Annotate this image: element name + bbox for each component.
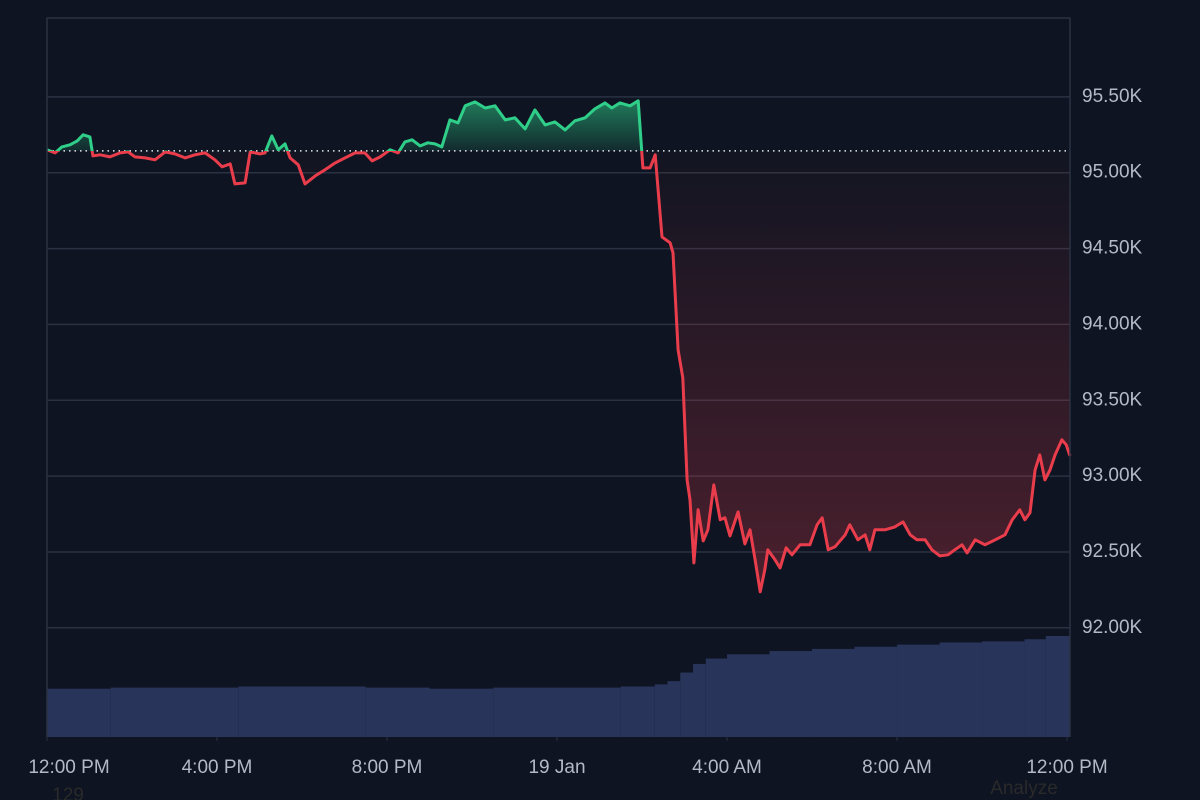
volume-bar [1045, 636, 1070, 737]
volume-bar [693, 663, 706, 737]
volume-bar [47, 688, 111, 737]
y-tick-label: 94.00K [1082, 313, 1143, 334]
y-tick-label: 93.00K [1082, 465, 1143, 486]
volume-bar [705, 658, 728, 737]
volume-bar [1024, 639, 1046, 737]
x-tick-label: 19 Jan [528, 757, 585, 778]
volume-bar [854, 646, 898, 737]
volume-bar [897, 644, 940, 737]
price-line [46, 99, 1072, 594]
baseline-area [47, 100, 1070, 592]
analyze-button[interactable]: Analyze [990, 778, 1058, 799]
volume-bar [680, 672, 694, 737]
volume-bar [939, 642, 983, 737]
plot [46, 99, 1072, 594]
y-tick-label: 95.50K [1082, 86, 1143, 107]
plot-frame [46, 17, 1071, 737]
volume-bar [727, 654, 770, 737]
volume-bar [238, 686, 303, 737]
volume-bar [493, 687, 558, 737]
y-tick-label: 95.00K [1082, 162, 1143, 183]
volume-bar [654, 684, 668, 737]
x-tick-label: 12:00 PM [1026, 757, 1107, 778]
x-tick-label: 4:00 PM [182, 757, 253, 778]
volume-bar [429, 688, 494, 737]
x-tick-label: 8:00 AM [862, 757, 932, 778]
volume-bar [174, 687, 239, 737]
y-tick-label: 92.00K [1082, 617, 1143, 638]
volume-bars [47, 636, 1070, 737]
x-tick-label: 8:00 PM [352, 757, 423, 778]
volume-bar [667, 681, 681, 737]
volume-bar [110, 687, 175, 737]
volume-bar [769, 651, 813, 737]
x-tick-label: 12:00 PM [28, 757, 109, 778]
axes: 92.00K 92.50K 93.00K 93.50K 94.00K 94.50K 95.0… [28, 17, 1143, 778]
x-tick-label: 4:00 AM [692, 757, 762, 778]
volume-bar [302, 686, 366, 737]
volume-bar [982, 641, 1025, 737]
volume-bar [365, 687, 430, 737]
y-tick-label: 92.50K [1082, 541, 1143, 562]
overlay-text: 129 [52, 785, 84, 800]
y-tick-label: 93.50K [1082, 389, 1143, 410]
volume-bar [812, 648, 855, 737]
volume-bar [620, 686, 655, 737]
y-tick-label: 94.50K [1082, 238, 1143, 259]
volume-bar [557, 687, 621, 737]
